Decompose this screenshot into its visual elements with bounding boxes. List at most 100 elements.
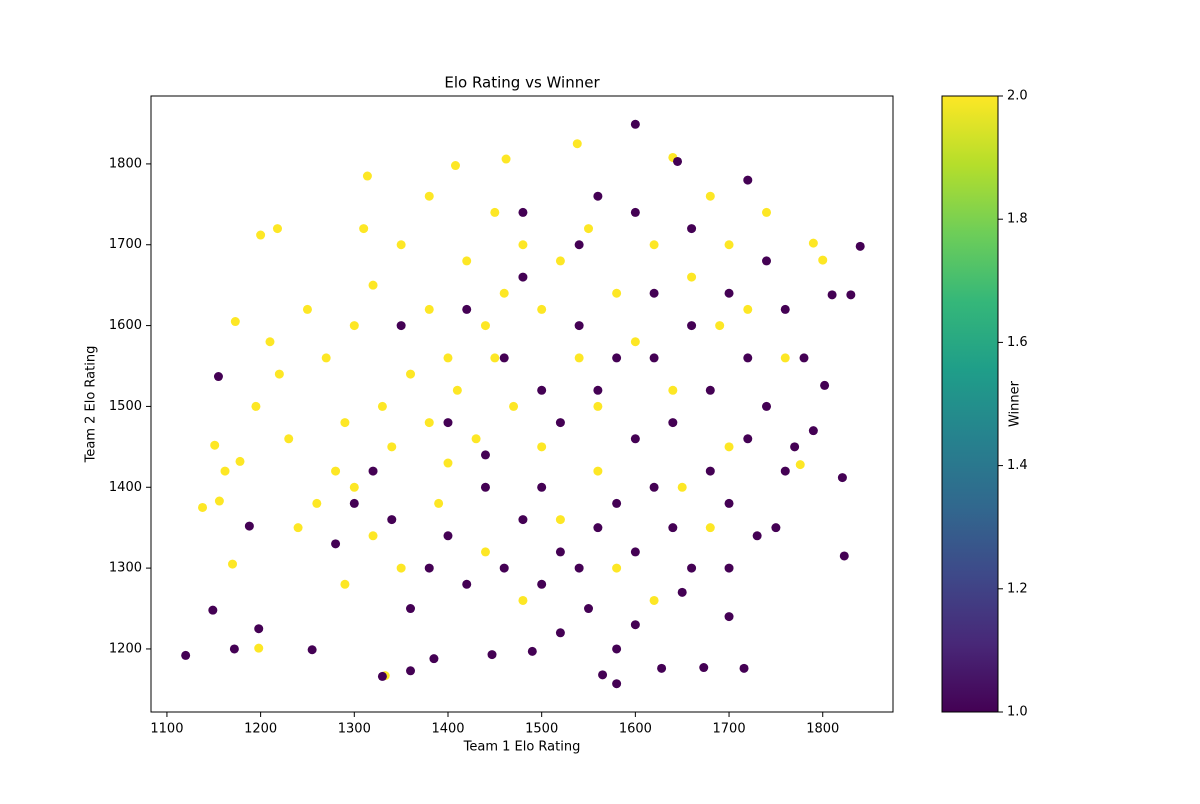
point [837, 473, 847, 483]
colorbar-tick-label: 1.8 [1007, 212, 1028, 227]
point [359, 224, 369, 234]
point [612, 288, 622, 298]
point [429, 654, 439, 664]
point [649, 353, 659, 363]
point [443, 458, 453, 468]
point [827, 290, 837, 300]
point [705, 385, 715, 395]
point [321, 353, 331, 363]
point [480, 547, 490, 557]
point [705, 466, 715, 476]
point [555, 418, 565, 428]
point [818, 255, 828, 265]
point [284, 434, 294, 444]
point [699, 663, 709, 673]
point [307, 645, 317, 655]
point [499, 563, 509, 573]
point [251, 401, 261, 411]
point [518, 272, 528, 282]
point [555, 628, 565, 638]
point [780, 304, 790, 314]
point [518, 207, 528, 217]
x-tick-label: 1100 [150, 722, 183, 737]
point [724, 288, 734, 298]
point [424, 304, 434, 314]
point [434, 498, 444, 508]
point [181, 650, 191, 660]
point [598, 670, 608, 680]
point [254, 643, 264, 653]
point [443, 418, 453, 428]
point [537, 385, 547, 395]
colorbar [941, 95, 999, 713]
y-tick-label: 1800 [109, 156, 142, 171]
point [743, 175, 753, 185]
point [649, 240, 659, 250]
point [574, 321, 584, 331]
point [499, 353, 509, 363]
point [612, 679, 622, 689]
point [739, 663, 749, 673]
x-axis-label: Team 1 Elo Rating [463, 740, 581, 755]
point [450, 161, 460, 171]
point [396, 563, 406, 573]
point [235, 456, 245, 466]
x-tick-label: 1600 [619, 722, 652, 737]
point [349, 321, 359, 331]
point [443, 353, 453, 363]
point [462, 579, 472, 589]
point [593, 523, 603, 533]
point [762, 207, 772, 217]
point [649, 595, 659, 605]
point [630, 547, 640, 557]
x-tick-label: 1200 [244, 722, 277, 737]
point [490, 207, 500, 217]
point [687, 321, 697, 331]
point [572, 139, 582, 149]
point [509, 401, 519, 411]
x-tick-label: 1300 [338, 722, 371, 737]
point [612, 563, 622, 573]
point [462, 304, 472, 314]
point [368, 466, 378, 476]
point [687, 224, 697, 234]
point [210, 440, 220, 450]
point [743, 304, 753, 314]
point [555, 256, 565, 266]
point [518, 595, 528, 605]
point [724, 498, 734, 508]
colorbar-tick-label: 1.0 [1007, 705, 1028, 720]
point [518, 515, 528, 525]
colorbar-tick-label: 1.4 [1007, 458, 1028, 473]
point [396, 321, 406, 331]
point [424, 563, 434, 573]
x-tick-label: 1800 [806, 722, 839, 737]
point [668, 523, 678, 533]
point [527, 646, 537, 656]
point [406, 604, 416, 614]
point [612, 498, 622, 508]
point [705, 191, 715, 201]
point [349, 498, 359, 508]
point [462, 256, 472, 266]
point [584, 224, 594, 234]
point [630, 620, 640, 630]
point [771, 523, 781, 533]
point [593, 385, 603, 395]
point [649, 288, 659, 298]
point [377, 671, 387, 681]
point [715, 321, 725, 331]
point [724, 442, 734, 452]
point [537, 579, 547, 589]
point [677, 587, 687, 597]
point [424, 191, 434, 201]
point [795, 460, 805, 470]
point [612, 644, 622, 654]
point [630, 337, 640, 347]
point [743, 353, 753, 363]
point [668, 418, 678, 428]
point [839, 551, 849, 561]
point [331, 539, 341, 549]
point [724, 563, 734, 573]
